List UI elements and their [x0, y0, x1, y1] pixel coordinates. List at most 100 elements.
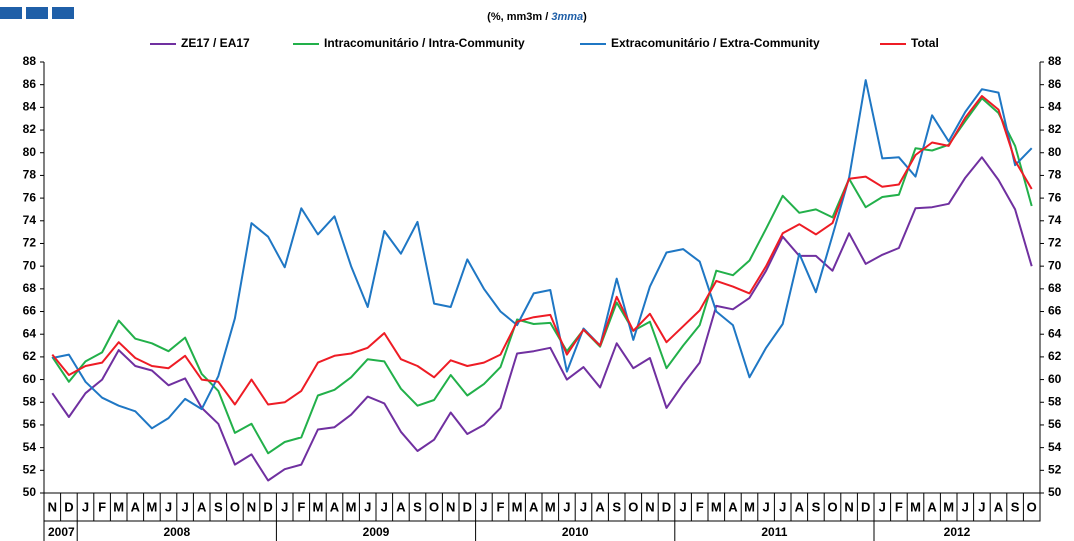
x-tick-label: J [281, 499, 288, 514]
x-tick-label: J [480, 499, 487, 514]
y-tick-label: 60 [23, 372, 37, 386]
x-tick-label: J [580, 499, 587, 514]
x-tick-label: A [728, 499, 738, 514]
x-tick-label: J [779, 499, 786, 514]
y2-tick-label: 60 [1048, 372, 1062, 386]
x-tick-label: J [563, 499, 570, 514]
year-label: 2009 [363, 525, 390, 539]
y2-tick-label: 52 [1048, 462, 1062, 476]
y2-tick-label: 80 [1048, 145, 1062, 159]
x-tick-label: O [230, 499, 240, 514]
x-tick-label: D [861, 499, 870, 514]
y-tick-label: 88 [23, 54, 37, 68]
legend-label: Extracomunitário / Extra-Community [611, 36, 820, 50]
y2-tick-label: 50 [1048, 485, 1062, 499]
y-tick-label: 50 [23, 485, 37, 499]
y-tick-label: 70 [23, 258, 37, 272]
x-tick-label: S [214, 499, 223, 514]
legend-label: Total [911, 36, 939, 50]
year-label: 2010 [562, 525, 589, 539]
x-tick-label: J [165, 499, 172, 514]
x-tick-label: J [762, 499, 769, 514]
year-label: 2008 [163, 525, 190, 539]
series-line [51, 97, 1033, 455]
y2-tick-label: 56 [1048, 417, 1062, 431]
logo-block [52, 7, 74, 19]
x-tick-label: A [131, 499, 141, 514]
x-tick-label: M [113, 499, 124, 514]
x-tick-label: S [612, 499, 621, 514]
series-line [51, 95, 1033, 406]
x-tick-label: F [696, 499, 704, 514]
y2-tick-label: 54 [1048, 440, 1062, 454]
x-tick-label: F [497, 499, 505, 514]
x-tick-label: M [346, 499, 357, 514]
y-tick-label: 64 [23, 326, 37, 340]
x-tick-label: F [895, 499, 903, 514]
x-tick-label: D [64, 499, 73, 514]
x-tick-label: N [247, 499, 256, 514]
y-tick-label: 80 [23, 145, 37, 159]
x-tick-label: A [529, 499, 539, 514]
x-tick-label: J [364, 499, 371, 514]
x-tick-label: M [943, 499, 954, 514]
x-tick-label: M [545, 499, 556, 514]
y2-tick-label: 66 [1048, 304, 1062, 318]
logo-block [0, 7, 22, 19]
x-tick-label: N [844, 499, 853, 514]
y2-tick-label: 68 [1048, 281, 1062, 295]
x-tick-label: M [711, 499, 722, 514]
x-tick-label: M [910, 499, 921, 514]
y2-tick-label: 78 [1048, 168, 1062, 182]
y2-tick-label: 64 [1048, 326, 1062, 340]
x-tick-label: A [994, 499, 1004, 514]
y2-tick-label: 86 [1048, 77, 1062, 91]
x-tick-label: N [48, 499, 57, 514]
x-tick-label: J [978, 499, 985, 514]
y-tick-label: 72 [23, 236, 37, 250]
y-tick-label: 54 [23, 440, 37, 454]
year-label: 2011 [761, 525, 787, 539]
x-tick-label: J [181, 499, 188, 514]
y-tick-label: 68 [23, 281, 37, 295]
x-tick-label: A [197, 499, 207, 514]
x-tick-label: S [812, 499, 821, 514]
y-tick-label: 62 [23, 349, 37, 363]
series-line [51, 156, 1033, 482]
x-tick-label: A [396, 499, 406, 514]
x-tick-label: O [628, 499, 638, 514]
x-tick-label: O [1027, 499, 1037, 514]
y-tick-label: 58 [23, 394, 37, 408]
y2-tick-label: 72 [1048, 236, 1062, 250]
x-tick-label: S [413, 499, 422, 514]
x-tick-label: D [662, 499, 671, 514]
x-tick-label: A [927, 499, 937, 514]
year-label: 2007 [48, 525, 75, 539]
logo-block [26, 7, 48, 19]
y-tick-label: 76 [23, 190, 37, 204]
x-tick-label: M [312, 499, 323, 514]
y-tick-label: 84 [23, 100, 37, 114]
x-tick-label: F [98, 499, 106, 514]
y2-tick-label: 88 [1048, 54, 1062, 68]
legend-label: ZE17 / EA17 [181, 36, 250, 50]
x-tick-label: M [744, 499, 755, 514]
y2-tick-label: 62 [1048, 349, 1062, 363]
x-tick-label: J [879, 499, 886, 514]
x-tick-label: M [512, 499, 523, 514]
x-tick-label: A [595, 499, 605, 514]
x-tick-label: J [679, 499, 686, 514]
chart-subtitle: (%, mm3m / 3mma) [487, 11, 587, 23]
y2-tick-label: 74 [1048, 213, 1062, 227]
y-tick-label: 82 [23, 122, 37, 136]
x-tick-label: D [263, 499, 272, 514]
x-tick-label: D [463, 499, 472, 514]
y2-tick-label: 58 [1048, 394, 1062, 408]
y2-tick-label: 76 [1048, 190, 1062, 204]
y-tick-label: 86 [23, 77, 37, 91]
y-tick-label: 52 [23, 462, 37, 476]
y-tick-label: 78 [23, 168, 37, 182]
y-tick-label: 74 [23, 213, 37, 227]
year-label: 2012 [944, 525, 971, 539]
